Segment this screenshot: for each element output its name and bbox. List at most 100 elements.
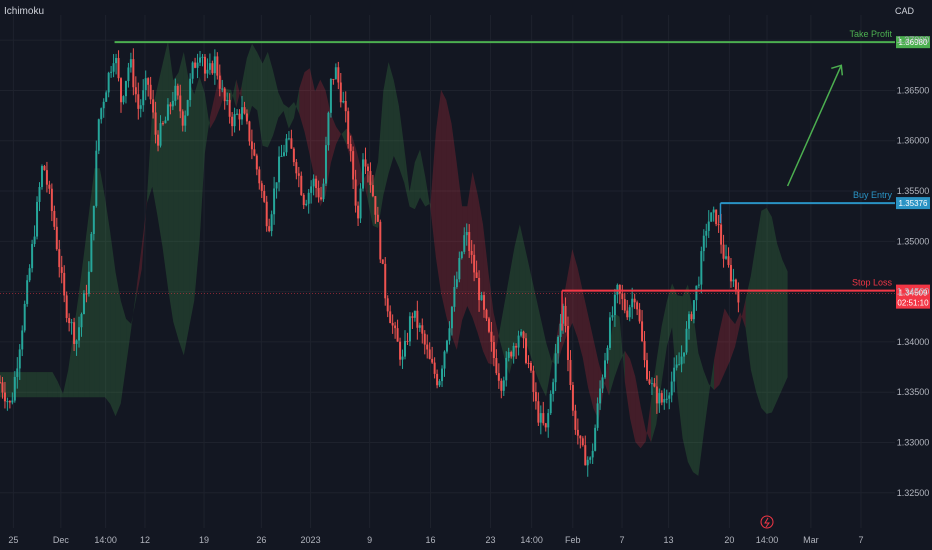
cloud-segment [572,249,578,338]
candle-body [201,56,204,58]
candle-body [643,341,646,361]
cloud-segment [771,216,778,413]
candle-body [189,78,192,101]
cloud-segment [588,315,594,409]
candle-body [687,314,690,329]
cloud-segment [766,207,772,414]
candle-body [683,352,686,357]
cloud-segment [756,210,762,408]
last-price: 1.34509 [899,289,928,298]
candle-body [544,423,547,428]
candle-body [85,293,88,295]
candle-body [428,349,431,359]
candle-body [569,360,572,386]
candle-body [181,111,184,126]
cloud-segment [714,331,720,391]
candle-body [386,298,389,312]
cloud-segment [645,399,652,443]
candle-body [478,277,481,301]
candle-body [233,114,236,127]
candle-body [411,316,414,318]
cloud-segment [498,305,505,357]
cloud-segment [84,210,90,398]
x-tick-label: 7 [858,535,863,545]
candle-body [127,67,130,82]
candle-body [171,100,174,107]
cloud-segment [724,308,730,373]
candle-body [324,145,327,184]
cloud-segment [540,318,547,397]
candle-body [275,182,278,189]
candle-body [520,331,523,336]
candle-body [562,305,565,324]
cloud-segment [273,70,279,136]
candle-body [290,138,293,149]
candle-body [26,280,29,304]
candle-body [399,341,402,360]
cloud-segment [546,342,552,397]
cloud-segment [52,372,58,398]
level-name: Buy Entry [853,190,893,200]
candle-body [216,56,219,76]
cloud-segment [288,101,295,129]
cloud-segment [483,224,489,364]
candle-body [448,328,451,341]
candle-body [154,112,157,135]
cloud-segment [267,51,274,148]
candle-body [421,325,424,334]
candle-body [396,328,399,342]
candle-body [700,251,703,285]
candle-body [352,151,355,180]
candle-body [65,295,68,319]
cloud-segment [708,359,715,396]
candle-body [184,115,187,126]
candle-body [250,141,253,150]
candle-body [95,150,98,206]
candle-body [626,310,629,318]
cloud-segment [399,106,405,183]
candle-body [16,368,19,377]
candle-body [82,293,85,315]
candle-body [500,380,503,391]
candle-body [534,391,537,402]
candle-body [144,78,147,91]
candle-body [453,287,456,307]
candle-body [221,88,224,90]
cloud-segment [635,376,641,449]
candle-body [618,284,621,294]
x-tick-label: 9 [367,535,372,545]
cloud-segment [141,197,148,269]
cloud-segment [651,362,657,443]
cloud-segment [745,275,751,370]
currency-label: CAD [894,6,914,16]
candle-body [463,235,466,252]
candle-body [663,399,666,403]
candle-body [310,186,313,193]
candle-body [248,121,251,142]
candle-body [169,104,172,107]
y-tick-label: 1.37000 [897,35,930,45]
level-name: Take Profit [849,29,892,39]
candle-body [559,323,562,337]
candle-body [722,244,725,259]
y-tick-label: 1.36000 [897,136,930,146]
cloud-segment [441,89,447,317]
candle-body [416,310,419,328]
y-tick-label: 1.33000 [897,438,930,448]
cloud-segment [640,405,646,449]
candle-body [413,310,416,318]
candle-body [369,171,372,186]
cloud-segment [63,369,69,398]
cloud-segment [183,51,190,356]
level-name: Stop Loss [852,278,893,288]
candle-body [717,224,720,226]
candle-body [241,107,244,120]
candle-body [468,232,471,251]
x-tick-label: 2023 [301,535,321,545]
lightning-icon-bolt [764,517,770,528]
candle-body [344,101,347,112]
candle-body [648,379,651,384]
candle-body [300,175,303,195]
x-tick-label: 23 [485,535,495,545]
